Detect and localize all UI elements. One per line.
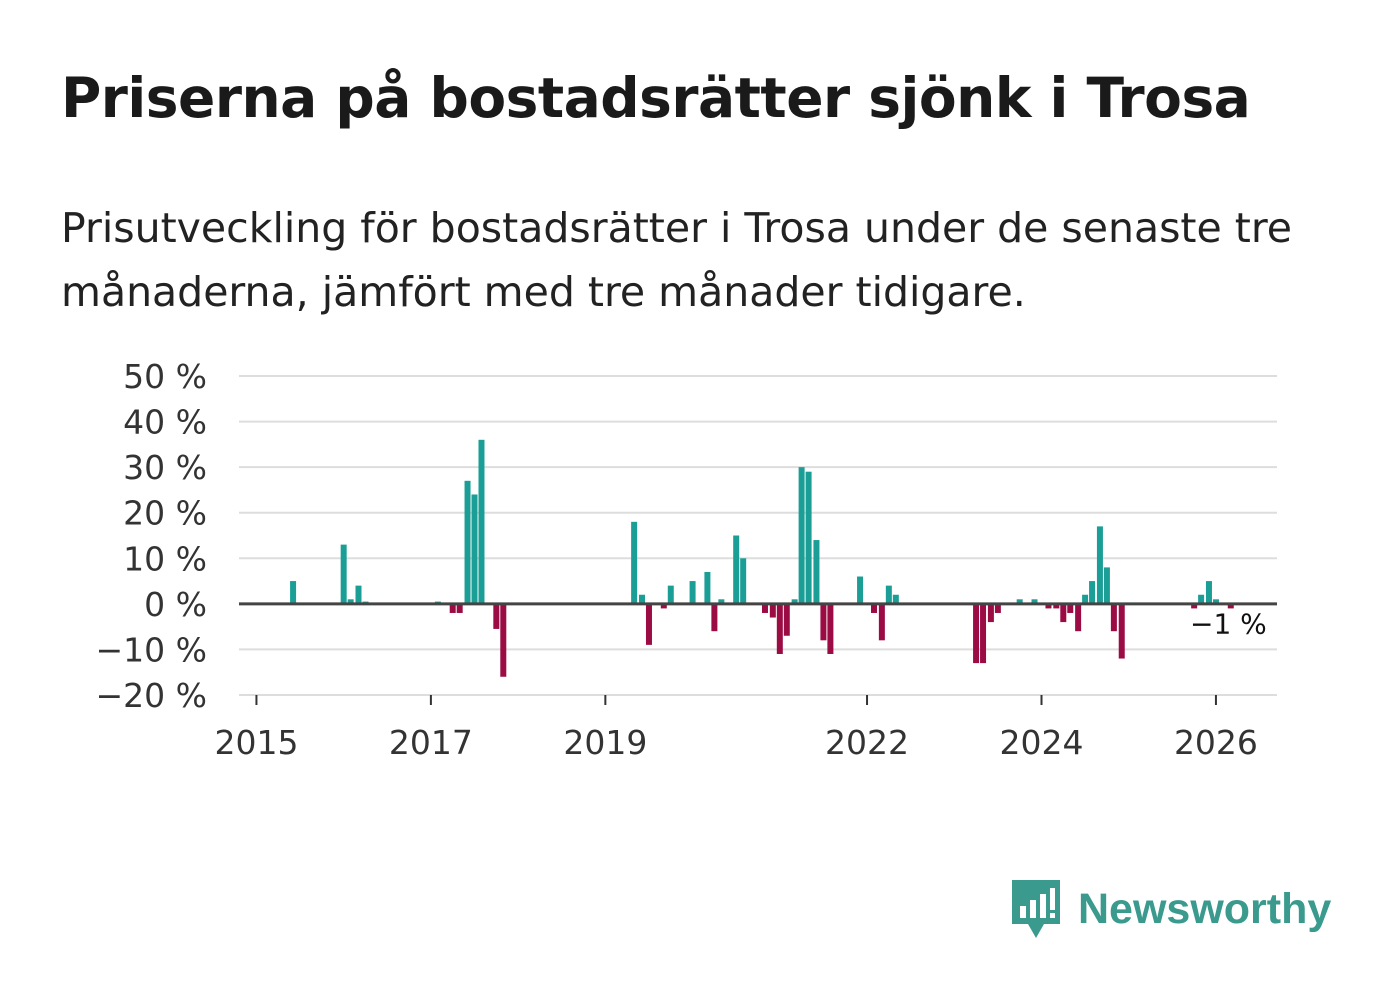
bar (1110, 603, 1117, 632)
bar (776, 603, 783, 654)
newsworthy-logo: Newsworthy (1010, 878, 1331, 940)
bar (631, 521, 638, 604)
bar (994, 603, 1001, 613)
grid-lines (239, 375, 1277, 696)
tick-labels: 50 % 40 % 30 % 20 % 10 % 0 % −10 % −20 %2015 201… (96, 357, 1267, 762)
bar (645, 603, 652, 645)
bar (813, 540, 820, 604)
bar (1191, 603, 1198, 609)
y-tick-label: 10 % (123, 539, 207, 578)
bar (1096, 526, 1103, 604)
newsworthy-logo-icon (1012, 880, 1060, 938)
bar (1031, 599, 1038, 604)
bar (660, 603, 667, 609)
y-tick-label: 20 % (123, 494, 207, 533)
bar (1089, 581, 1096, 604)
bar (718, 599, 725, 604)
y-tick-label: 40 % (123, 403, 207, 442)
bar (791, 599, 798, 604)
bar (1212, 599, 1219, 604)
bar (1118, 603, 1125, 659)
y-tick-label: 30 % (123, 448, 207, 487)
latest-value-label: −1 % (1190, 607, 1267, 640)
bar (733, 535, 740, 604)
bar (805, 471, 812, 604)
bar (1198, 594, 1205, 604)
bar (1227, 603, 1234, 609)
bar (689, 581, 696, 604)
bar (892, 594, 899, 604)
bar (340, 544, 347, 604)
bar (478, 439, 485, 604)
bar (456, 603, 463, 613)
bar (973, 603, 980, 664)
bar (493, 603, 500, 629)
x-tick-label: 2017 (389, 723, 473, 762)
bar (980, 603, 987, 664)
bar (464, 480, 471, 604)
bar (1103, 567, 1110, 604)
bar (1016, 599, 1023, 604)
bar (1060, 603, 1067, 623)
bar (711, 603, 718, 632)
bar (1075, 603, 1082, 632)
x-tick-label: 2022 (825, 723, 909, 762)
bar (449, 603, 456, 613)
bar (1053, 603, 1060, 609)
bar (667, 585, 674, 604)
bar (761, 603, 768, 613)
bar (857, 576, 864, 604)
y-tick-label: 50 % (123, 357, 207, 396)
bar (769, 603, 776, 618)
chart-title: Priserna på bostadsrätter sjönk i Trosa (61, 66, 1251, 130)
bar (871, 603, 878, 613)
bar (827, 603, 834, 654)
bar (290, 581, 297, 604)
bar (704, 571, 711, 604)
bar (1045, 603, 1052, 609)
axes (239, 602, 1277, 705)
y-tick-label: −10 % (96, 630, 208, 669)
bar (471, 494, 478, 604)
x-tick-label: 2015 (214, 723, 298, 762)
x-tick-label: 2024 (999, 723, 1083, 762)
bar (878, 603, 885, 641)
bar (347, 599, 354, 604)
y-tick-label: 0 % (144, 585, 207, 624)
y-tick-label: −20 % (96, 676, 208, 715)
bar (783, 603, 790, 636)
brand-name: Newsworthy (1078, 884, 1332, 933)
bar (1082, 594, 1089, 604)
chart-subtitle: Prisutveckling för bostadsrätter i Trosa… (61, 204, 1293, 316)
x-tick-label: 2026 (1174, 723, 1258, 762)
bars (290, 439, 1234, 677)
bar (740, 558, 747, 604)
x-tick-label: 2019 (563, 723, 647, 762)
bar (1205, 581, 1212, 604)
bar (355, 585, 362, 604)
bar (638, 594, 645, 604)
bar (500, 603, 507, 677)
bar (798, 467, 805, 604)
bar (820, 603, 827, 641)
bar (885, 585, 892, 604)
bar (987, 603, 994, 623)
bar (1067, 603, 1074, 613)
